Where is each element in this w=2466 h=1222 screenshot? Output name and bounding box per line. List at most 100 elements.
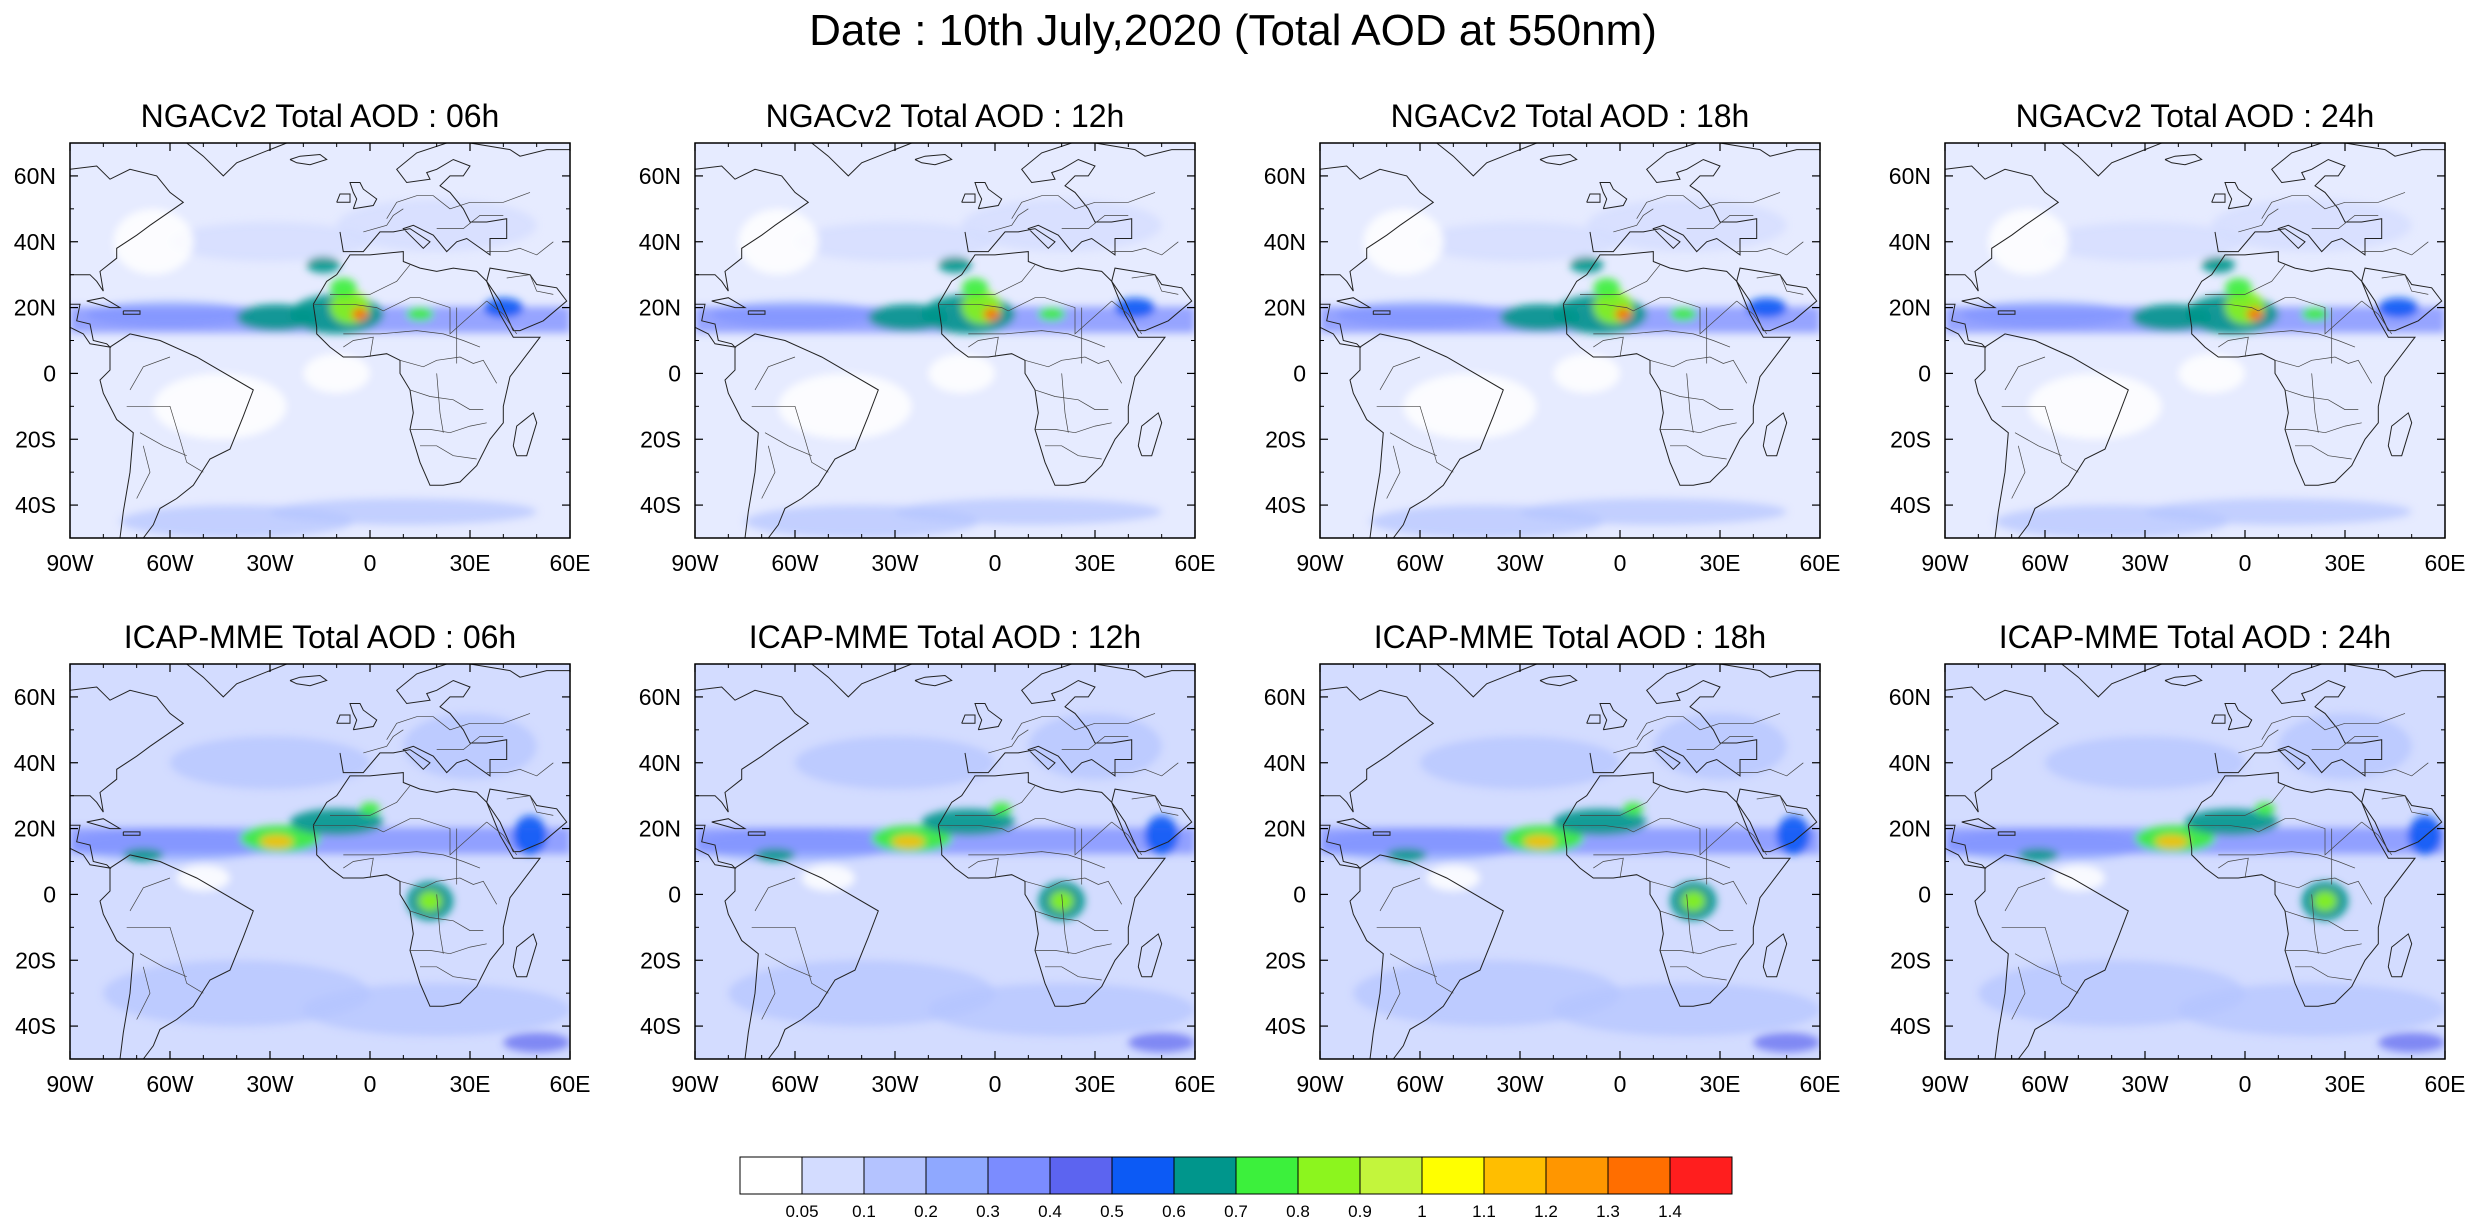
lat-tick-label: 20S: [15, 947, 56, 973]
lat-tick-label: 40S: [1265, 492, 1306, 518]
lat-tick-label: 20N: [14, 295, 56, 321]
lat-tick-label: 60N: [1889, 163, 1931, 189]
coastlines: [1320, 143, 1820, 538]
panel-title: ICAP-MME Total AOD : 24h: [1999, 619, 2391, 655]
colorbar-label: 0.4: [1038, 1202, 1062, 1221]
lon-tick-label: 0: [989, 1071, 1002, 1097]
lat-tick-label: 60N: [1264, 684, 1306, 710]
lat-tick-label: 40S: [640, 1013, 681, 1039]
coastlines: [695, 143, 1195, 538]
panel-title: NGACv2 Total AOD : 24h: [2016, 98, 2375, 134]
lon-tick-label: 0: [364, 550, 377, 576]
lon-tick-label: 90W: [46, 550, 94, 576]
colorbar-label: 0.5: [1100, 1202, 1124, 1221]
lon-tick-label: 90W: [46, 1071, 94, 1097]
lon-tick-label: 30E: [1075, 550, 1116, 576]
coastlines: [70, 664, 570, 1059]
lon-tick-label: 60E: [1800, 1071, 1841, 1097]
colorbar-label: 0.8: [1286, 1202, 1310, 1221]
lat-tick-label: 40S: [640, 492, 681, 518]
lat-tick-label: 40S: [1890, 1013, 1931, 1039]
colorbar-label: 1.4: [1658, 1202, 1682, 1221]
map-panel-8: ICAP-MME Total AOD : 24h 90W 60W 30W 0 30E 60E…: [1889, 619, 2466, 1097]
lat-tick-label: 0: [1918, 881, 1931, 907]
lon-tick-label: 60W: [771, 550, 819, 576]
colorbar-swatch: [1545, 1156, 1609, 1195]
coastlines: [695, 664, 1195, 1059]
lat-tick-label: 40N: [1889, 750, 1931, 776]
lon-tick-label: 30W: [871, 550, 919, 576]
lon-tick-label: 60E: [550, 1071, 591, 1097]
panel-title: ICAP-MME Total AOD : 06h: [124, 619, 516, 655]
aod-field: [1320, 143, 1820, 538]
panel-title: NGACv2 Total AOD : 12h: [766, 98, 1125, 134]
lon-tick-label: 60W: [2021, 550, 2069, 576]
colorbar-swatch: [801, 1156, 865, 1195]
lon-tick-label: 90W: [671, 1071, 719, 1097]
colorbar-swatch: [1297, 1156, 1361, 1195]
lon-tick-label: 30E: [450, 1071, 491, 1097]
lon-tick-label: 0: [1614, 550, 1627, 576]
colorbar-swatch: [1235, 1156, 1299, 1195]
lon-tick-label: 90W: [1296, 550, 1344, 576]
lon-tick-label: 30E: [2325, 550, 2366, 576]
lon-tick-label: 60E: [1800, 550, 1841, 576]
aod-field: [1320, 664, 1820, 1059]
coastlines: [1945, 143, 2445, 538]
lat-tick-label: 20N: [1889, 816, 1931, 842]
lat-tick-label: 40S: [1890, 492, 1931, 518]
lat-tick-label: 20N: [1264, 816, 1306, 842]
lat-tick-label: 60N: [14, 684, 56, 710]
colorbar-label: 0.05: [785, 1202, 818, 1221]
lon-tick-label: 60W: [146, 550, 194, 576]
lon-tick-label: 90W: [1921, 1071, 1969, 1097]
lat-tick-label: 60N: [1264, 163, 1306, 189]
lat-tick-label: 0: [1293, 360, 1306, 386]
lon-tick-label: 90W: [1296, 1071, 1344, 1097]
lon-tick-label: 60W: [1396, 1071, 1444, 1097]
lon-tick-label: 0: [1614, 1071, 1627, 1097]
lon-tick-label: 30W: [2121, 550, 2169, 576]
map-panel-7: ICAP-MME Total AOD : 18h 90W 60W 30W 0 30E 60E…: [1264, 619, 1841, 1097]
lon-tick-label: 0: [2239, 1071, 2252, 1097]
lon-tick-label: 30W: [2121, 1071, 2169, 1097]
lat-tick-label: 40N: [639, 229, 681, 255]
lon-tick-label: 60E: [1175, 550, 1216, 576]
colorbar-swatch: [1173, 1156, 1237, 1195]
colorbar-label: 1.3: [1596, 1202, 1620, 1221]
map-panel-4: NGACv2 Total AOD : 24h 90W 60W 30W 0 30E 60E 60…: [1889, 98, 2466, 576]
coastlines: [70, 143, 570, 538]
lon-tick-label: 30W: [246, 550, 294, 576]
lon-tick-label: 60E: [2425, 1071, 2466, 1097]
lon-tick-label: 90W: [1921, 550, 1969, 576]
lat-tick-label: 60N: [1889, 684, 1931, 710]
lat-tick-label: 40N: [14, 750, 56, 776]
lat-tick-label: 40N: [1264, 229, 1306, 255]
lat-tick-label: 0: [43, 881, 56, 907]
lon-tick-label: 60W: [1396, 550, 1444, 576]
lon-tick-label: 30W: [1496, 550, 1544, 576]
lat-tick-label: 20S: [1890, 947, 1931, 973]
colorbar-label: 0.1: [852, 1202, 876, 1221]
lon-tick-label: 30E: [2325, 1071, 2366, 1097]
lat-tick-label: 40N: [1264, 750, 1306, 776]
aod-field: [695, 143, 1195, 538]
lon-tick-label: 60W: [2021, 1071, 2069, 1097]
colorbar-swatch: [1669, 1156, 1733, 1195]
lat-tick-label: 20S: [15, 426, 56, 452]
map-panel-6: ICAP-MME Total AOD : 12h 90W 60W 30W 0 30E 60E…: [639, 619, 1216, 1097]
lon-tick-label: 0: [364, 1071, 377, 1097]
lon-tick-label: 30W: [246, 1071, 294, 1097]
lon-tick-label: 60E: [550, 550, 591, 576]
lat-tick-label: 40N: [1889, 229, 1931, 255]
colorbar: 0.05 0.1 0.2 0.3 0.4 0.5 0.6 0.7 0.8 0.9 1 1.1 1.2 1.…: [739, 1156, 1733, 1221]
lat-tick-label: 20N: [639, 295, 681, 321]
lat-tick-label: 20N: [14, 816, 56, 842]
colorbar-label: 0.9: [1348, 1202, 1372, 1221]
map-panel-1: NGACv2 Total AOD : 06h 90W 60W 30W 0 30E 60E 60…: [14, 98, 591, 576]
colorbar-swatch: [1483, 1156, 1547, 1195]
lat-tick-label: 60N: [639, 163, 681, 189]
colorbar-label: 0.6: [1162, 1202, 1186, 1221]
lon-tick-label: 30W: [871, 1071, 919, 1097]
